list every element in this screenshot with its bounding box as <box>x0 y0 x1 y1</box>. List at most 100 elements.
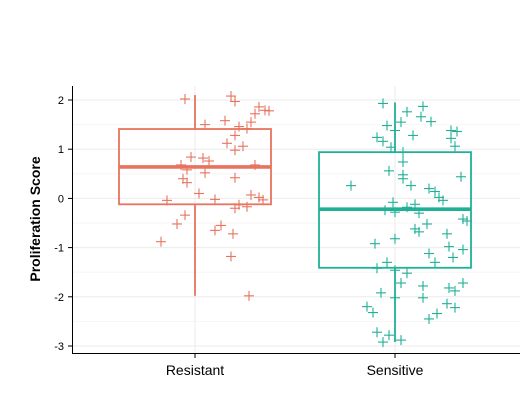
data-point <box>194 188 204 199</box>
y-ticks: 2 1 0 -1 -2 -3 <box>54 95 72 353</box>
data-point <box>396 278 406 289</box>
data-point <box>238 141 248 152</box>
axes <box>72 86 520 354</box>
data-point <box>450 141 460 152</box>
x-tick-label-resistant: Resistant <box>166 362 224 378</box>
x-tick-label-sensitive: Sensitive <box>367 362 424 378</box>
data-point <box>210 194 220 205</box>
y-tick-label: -1 <box>54 243 64 255</box>
data-point <box>250 159 260 170</box>
data-point <box>362 301 372 312</box>
data-point <box>458 278 468 289</box>
data-point <box>424 183 434 194</box>
data-point <box>178 173 188 184</box>
data-point <box>186 152 196 163</box>
data-point <box>438 195 448 206</box>
data-point <box>230 145 240 156</box>
data-point <box>410 199 420 210</box>
data-point <box>258 194 268 205</box>
jitter-points <box>156 91 472 348</box>
data-point <box>242 201 252 212</box>
data-point <box>388 197 398 208</box>
data-point <box>424 313 434 324</box>
data-point <box>226 91 236 102</box>
data-point <box>378 136 388 147</box>
data-point <box>390 125 400 136</box>
data-point <box>396 335 406 346</box>
data-point <box>234 121 244 132</box>
data-point <box>198 153 208 164</box>
data-point <box>444 241 454 252</box>
data-point <box>458 244 468 255</box>
data-point <box>450 302 460 313</box>
data-point <box>452 126 462 137</box>
data-point <box>264 105 274 116</box>
data-point <box>182 177 192 188</box>
data-point <box>402 268 412 279</box>
data-point <box>426 116 436 127</box>
y-tick-label: 1 <box>58 144 64 156</box>
y-tick-label: 2 <box>58 95 64 107</box>
data-point <box>180 94 190 105</box>
data-point <box>172 218 182 229</box>
data-point <box>250 108 260 119</box>
data-point <box>402 202 412 213</box>
box-resistant <box>118 95 272 296</box>
data-point <box>180 210 190 221</box>
data-point <box>442 228 452 239</box>
data-point <box>390 292 400 303</box>
data-point <box>378 337 388 348</box>
data-point <box>390 265 400 276</box>
data-point <box>382 120 392 131</box>
data-point <box>246 189 256 200</box>
data-point <box>462 216 472 227</box>
data-point <box>398 156 408 167</box>
data-point <box>406 180 416 191</box>
data-point <box>370 238 380 249</box>
data-point <box>418 280 428 291</box>
data-point <box>390 233 400 244</box>
data-point <box>396 117 406 128</box>
data-point <box>380 205 390 216</box>
data-point <box>244 290 254 301</box>
data-point <box>430 186 440 197</box>
data-point <box>418 101 428 112</box>
data-point <box>398 147 408 158</box>
data-point <box>372 132 382 143</box>
y-tick-label: -3 <box>54 341 64 353</box>
data-point <box>230 96 240 107</box>
data-point <box>204 156 214 167</box>
x-ticks: Resistant Sensitive <box>166 353 424 378</box>
data-point <box>220 115 230 126</box>
data-point <box>182 164 192 175</box>
data-point <box>156 236 166 247</box>
data-point <box>448 252 458 263</box>
data-point <box>408 130 418 141</box>
data-point <box>200 119 210 130</box>
data-point <box>456 171 466 182</box>
data-point <box>384 165 394 176</box>
y-axis-title: Proliferation Score <box>27 156 43 281</box>
data-point <box>242 123 252 134</box>
data-point <box>442 298 452 309</box>
data-point <box>458 214 468 225</box>
data-point <box>226 251 236 262</box>
data-point <box>368 307 378 318</box>
data-point <box>444 282 454 293</box>
data-point <box>372 327 382 338</box>
data-point <box>228 228 238 239</box>
data-point <box>414 208 424 219</box>
data-point <box>176 159 186 170</box>
data-point <box>416 111 426 122</box>
data-point <box>254 101 264 112</box>
data-point <box>414 226 424 237</box>
data-point <box>230 130 240 141</box>
data-point <box>230 203 240 214</box>
data-point <box>398 173 408 184</box>
data-point <box>382 257 392 268</box>
data-point <box>222 138 232 149</box>
data-point <box>446 133 456 144</box>
data-point <box>254 192 264 203</box>
points-resistant <box>156 91 274 301</box>
data-point <box>346 180 356 191</box>
